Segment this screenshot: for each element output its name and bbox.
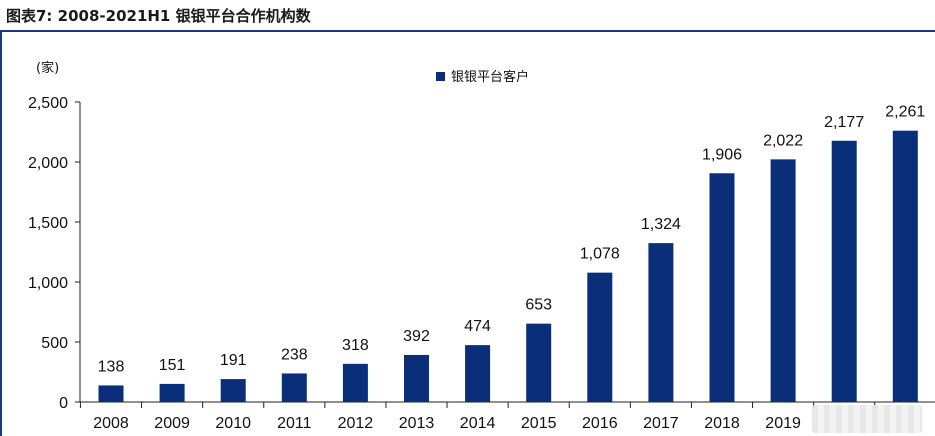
data-label-2019: 2,022 bbox=[763, 132, 803, 149]
data-label-2009: 151 bbox=[159, 357, 186, 374]
data-labels: 138 151 191 238 318 392 474 653 1,078 1,324 1,906 2… bbox=[98, 104, 926, 376]
data-label-2020: 2,177 bbox=[824, 114, 864, 131]
bar-2018 bbox=[709, 173, 735, 402]
watermark-blur bbox=[812, 405, 922, 433]
y-tick-label: 2,500 bbox=[28, 95, 68, 112]
x-tick-label-2014: 2014 bbox=[460, 415, 496, 432]
left-border bbox=[0, 30, 2, 436]
data-label-2018: 1,906 bbox=[702, 146, 742, 163]
bar-2017 bbox=[648, 243, 674, 402]
bar-2015 bbox=[526, 323, 552, 402]
legend-swatch bbox=[436, 72, 445, 81]
x-tick-label-2013: 2013 bbox=[399, 415, 435, 432]
x-tick-label-2018: 2018 bbox=[704, 415, 740, 432]
bar-2019 bbox=[770, 159, 796, 402]
bar-2009 bbox=[159, 383, 185, 402]
y-tick-label: 1,500 bbox=[28, 215, 68, 232]
y-tick-label: 1,000 bbox=[28, 275, 68, 292]
bars bbox=[98, 130, 918, 402]
data-label-2021H1: 2,261 bbox=[885, 104, 925, 121]
data-label-2013: 392 bbox=[403, 328, 430, 345]
data-label-2011: 238 bbox=[281, 346, 308, 363]
x-tick-label-2009: 2009 bbox=[154, 415, 190, 432]
data-label-2008: 138 bbox=[98, 358, 125, 375]
bar-2012 bbox=[342, 363, 368, 402]
bar-2014 bbox=[465, 345, 491, 402]
y-tick-label: 500 bbox=[41, 335, 68, 352]
x-tick-label-2011: 2011 bbox=[277, 415, 312, 432]
bar-2010 bbox=[220, 379, 246, 402]
legend-label: 银银平台客户 bbox=[451, 69, 529, 85]
x-tick-label-2015: 2015 bbox=[521, 415, 557, 432]
figure-title: 图表7: 2008-2021H1 银银平台合作机构数 bbox=[6, 7, 311, 25]
title-divider bbox=[0, 30, 935, 32]
y-unit-label: (家) bbox=[36, 60, 59, 76]
x-tick-label-2008: 2008 bbox=[93, 415, 129, 432]
figure-header: 图表7: 2008-2021H1 银银平台合作机构数 bbox=[0, 0, 935, 30]
data-label-2014: 474 bbox=[464, 318, 491, 335]
x-tick-label-2016: 2016 bbox=[582, 415, 618, 432]
data-label-2012: 318 bbox=[342, 337, 369, 354]
bar-2013 bbox=[404, 354, 429, 402]
data-label-2016: 1,078 bbox=[580, 246, 620, 263]
bar-2016 bbox=[587, 272, 613, 402]
axes: 0 500 1,000 1,500 2,000 2,500 (家) 2008 2009 2010 2… bbox=[28, 60, 935, 432]
x-tick-label-2019: 2019 bbox=[765, 415, 801, 432]
bar-2020 bbox=[831, 140, 857, 402]
x-tick-label-2017: 2017 bbox=[643, 415, 679, 432]
bar-2008 bbox=[98, 385, 124, 402]
x-tick-label-2010: 2010 bbox=[215, 415, 251, 432]
data-label-2015: 653 bbox=[525, 297, 552, 314]
y-tick-label: 0 bbox=[59, 395, 68, 412]
data-label-2017: 1,324 bbox=[641, 216, 681, 233]
bar-2011 bbox=[281, 373, 307, 402]
legend: 银银平台客户 bbox=[436, 69, 529, 85]
data-label-2010: 191 bbox=[220, 352, 247, 369]
y-tick-label: 2,000 bbox=[28, 155, 68, 172]
bar-2021H1 bbox=[892, 130, 918, 402]
x-tick-label-2012: 2012 bbox=[338, 415, 374, 432]
bar-chart: 0 500 1,000 1,500 2,000 2,500 (家) 2008 2009 2010 2… bbox=[28, 60, 935, 432]
